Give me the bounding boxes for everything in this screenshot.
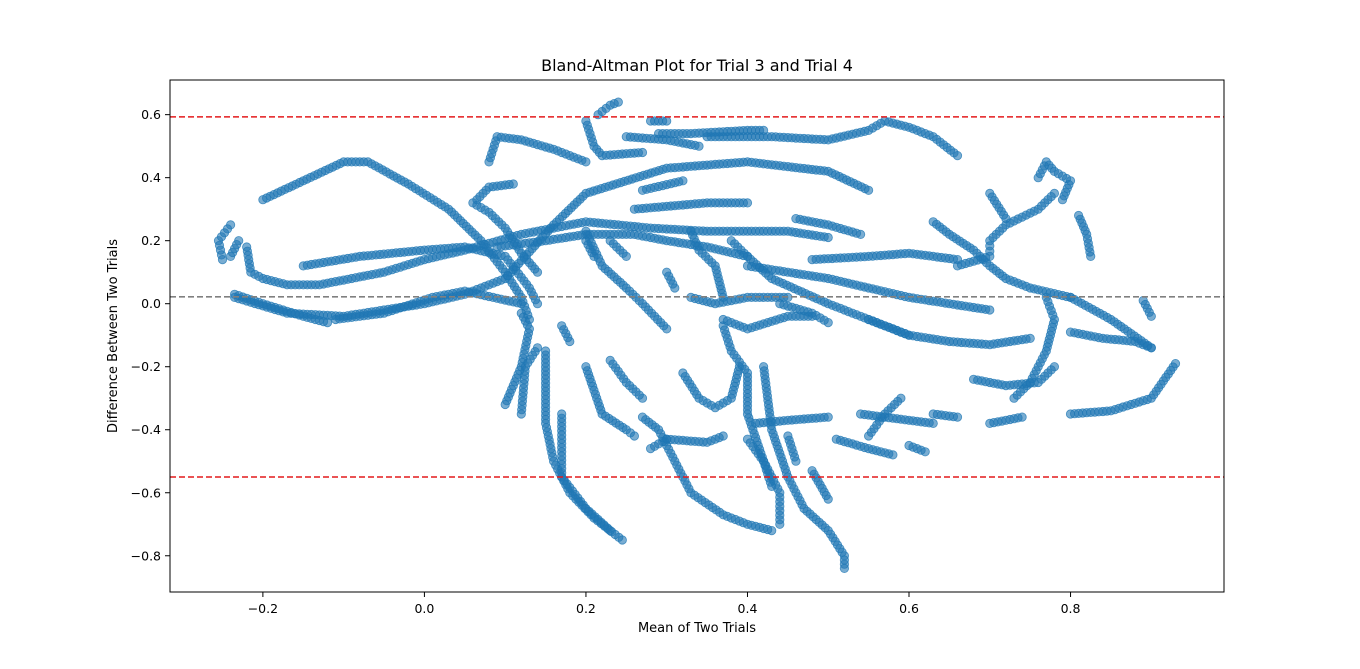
data-point	[767, 525, 777, 536]
data-point	[617, 535, 627, 545]
y-tick-label: −0.2	[131, 359, 161, 374]
data-point	[694, 141, 704, 151]
x-tick-label: 0.6	[899, 601, 919, 616]
data-point	[896, 393, 906, 403]
scatter-points	[213, 97, 1181, 574]
y-tick-label: −0.4	[131, 422, 161, 437]
x-axis-ticks: −0.2 0.0 0.2 0.4 0.6 0.8	[248, 592, 1081, 616]
data-point	[565, 336, 575, 347]
data-point	[1170, 358, 1181, 369]
data-point	[532, 267, 543, 277]
data-point	[904, 330, 914, 340]
data-point	[670, 283, 680, 293]
data-point	[1086, 251, 1096, 261]
data-point	[1049, 362, 1060, 372]
data-point	[226, 220, 236, 230]
y-axis-ticks: −0.8 −0.6 −0.4 −0.2 0.0 0.2 0.4 0.6	[131, 107, 170, 563]
data-point	[823, 494, 833, 504]
y-tick-label: 0.6	[141, 107, 161, 122]
x-tick-label: 0.4	[738, 601, 758, 616]
x-tick-label: 0.8	[1061, 601, 1081, 616]
data-point	[823, 317, 833, 328]
data-point	[985, 305, 995, 315]
data-point	[1057, 195, 1068, 205]
x-tick-label: 0.0	[414, 601, 434, 616]
x-tick-label: −0.2	[248, 601, 278, 616]
data-point	[742, 198, 753, 208]
data-point	[1001, 214, 1011, 224]
data-point	[662, 434, 672, 444]
data-point	[1025, 333, 1035, 343]
data-point	[532, 343, 543, 353]
x-tick-label: 0.2	[576, 601, 596, 616]
x-axis-label: Mean of Two Trials	[638, 621, 756, 636]
data-point	[791, 456, 801, 466]
data-point	[516, 299, 526, 309]
data-point	[1017, 412, 1027, 422]
data-point	[823, 232, 833, 243]
data-point	[920, 447, 930, 457]
y-tick-label: 0.2	[141, 233, 161, 248]
y-tick-label: −0.6	[131, 485, 161, 500]
data-point	[589, 251, 599, 261]
data-point	[605, 525, 615, 536]
data-point	[581, 157, 591, 167]
data-point	[767, 481, 777, 491]
data-point	[1146, 343, 1156, 353]
data-point	[888, 450, 898, 460]
data-point	[855, 229, 866, 239]
data-point	[637, 147, 648, 158]
y-tick-label: 0.4	[141, 170, 161, 185]
y-axis-label: Difference Between Two Trials	[106, 239, 121, 433]
data-point	[718, 431, 728, 441]
data-point	[234, 236, 244, 246]
data-point	[863, 185, 874, 195]
data-point	[1049, 188, 1060, 198]
data-point	[839, 563, 850, 574]
data-point	[775, 519, 785, 529]
data-point	[613, 97, 623, 107]
plot-frame	[169, 79, 1225, 593]
data-point	[532, 299, 543, 309]
data-point	[928, 418, 938, 428]
data-point	[662, 324, 672, 334]
data-point	[1146, 311, 1156, 321]
data-point	[823, 412, 833, 422]
data-point	[508, 179, 518, 189]
data-point	[678, 176, 688, 186]
data-point	[516, 308, 526, 318]
data-point	[662, 116, 672, 126]
reference-lines	[170, 116, 1224, 478]
data-point	[637, 393, 648, 403]
chart-title: Bland-Altman Plot for Trial 3 and Trial …	[541, 56, 853, 75]
data-point	[629, 431, 640, 441]
y-tick-label: −0.8	[131, 548, 161, 563]
data-point	[621, 251, 631, 261]
data-point	[952, 412, 963, 422]
y-tick-label: 0.0	[141, 296, 161, 311]
data-point	[952, 151, 963, 161]
